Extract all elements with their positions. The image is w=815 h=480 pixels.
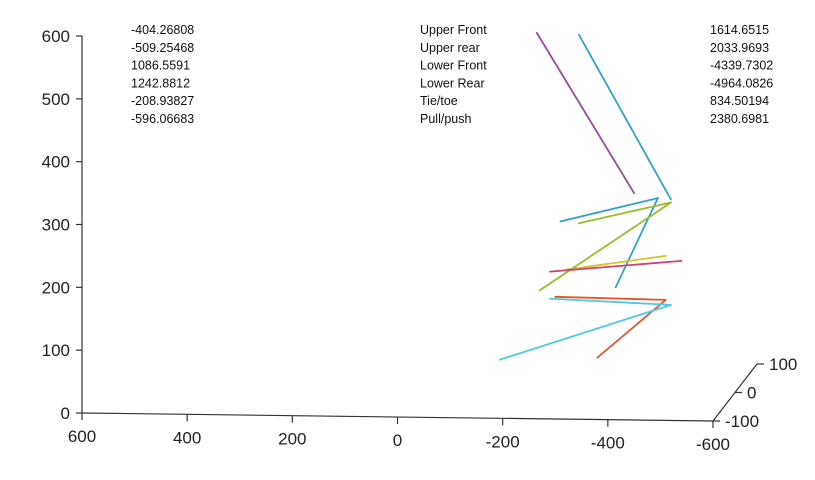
annotation-right-value: -4964.0826 (710, 76, 773, 90)
z-tick-label: 0 (747, 384, 756, 403)
x-tick-label: 0 (393, 431, 402, 450)
line-segment (614, 197, 659, 289)
line-segment (535, 32, 635, 195)
x-tick-label: -600 (696, 435, 730, 454)
line-segment (538, 201, 672, 292)
annotation-label: Pull/push (420, 112, 471, 126)
annotation-left-value: 1242.8812 (131, 76, 190, 90)
line-segment (578, 33, 672, 201)
annotation-left-value: -404.26808 (131, 23, 194, 37)
axes (76, 35, 764, 428)
annotation-label: Upper rear (420, 41, 480, 55)
annotations: -404.26808 -509.25468 1086.5591 1242.8812 -2… (131, 23, 773, 126)
x-tick-label: -200 (486, 432, 520, 451)
annotation-label: Tie/toe (420, 94, 458, 108)
line-segment (499, 303, 672, 361)
annotation-right-value: 834.50194 (710, 94, 769, 108)
annotation-left-value: -596.06683 (131, 112, 194, 126)
annotation-label: Upper Front (420, 23, 487, 37)
annotation-right-value: 1614.6515 (710, 23, 769, 37)
y-tick-label: 600 (42, 27, 70, 46)
line-segment (596, 298, 667, 359)
y-tick-label: 500 (42, 90, 70, 109)
tick-labels: 0 100 200 300 400 500 600 600 400 200 0 -200 -400 -60… (42, 27, 798, 454)
annotation-right-value: 2033.9693 (710, 41, 769, 55)
line-segment (564, 254, 667, 271)
data-lines (499, 32, 683, 361)
annotation-left-value: -208.93827 (131, 94, 194, 108)
z-tick-label: 100 (769, 355, 797, 374)
line-segment (554, 295, 667, 301)
annotation-right-value: 2380.6981 (710, 112, 769, 126)
y-tick-label: 400 (42, 153, 70, 172)
annotation-left-value: -509.25468 (131, 41, 194, 55)
line-segment (549, 259, 683, 273)
y-tick-label: 0 (61, 404, 70, 423)
x-tick-label: -400 (591, 434, 625, 453)
x-tick-label: 400 (173, 428, 201, 447)
annotation-right-value: -4339.7302 (710, 59, 773, 73)
x-tick-label: 200 (278, 430, 306, 449)
annotation-label: Lower Rear (420, 76, 485, 90)
y-tick-label: 300 (42, 216, 70, 235)
z-tick-label: -100 (725, 412, 759, 431)
annotation-left-value: 1086.5591 (131, 59, 190, 73)
line-segment (549, 297, 672, 306)
x-tick-label: 600 (68, 427, 96, 446)
y-tick-label: 100 (42, 341, 70, 360)
line-segment (578, 201, 672, 225)
y-tick-label: 200 (42, 278, 70, 297)
line-segment (559, 197, 659, 223)
annotation-label: Lower Front (420, 59, 487, 73)
